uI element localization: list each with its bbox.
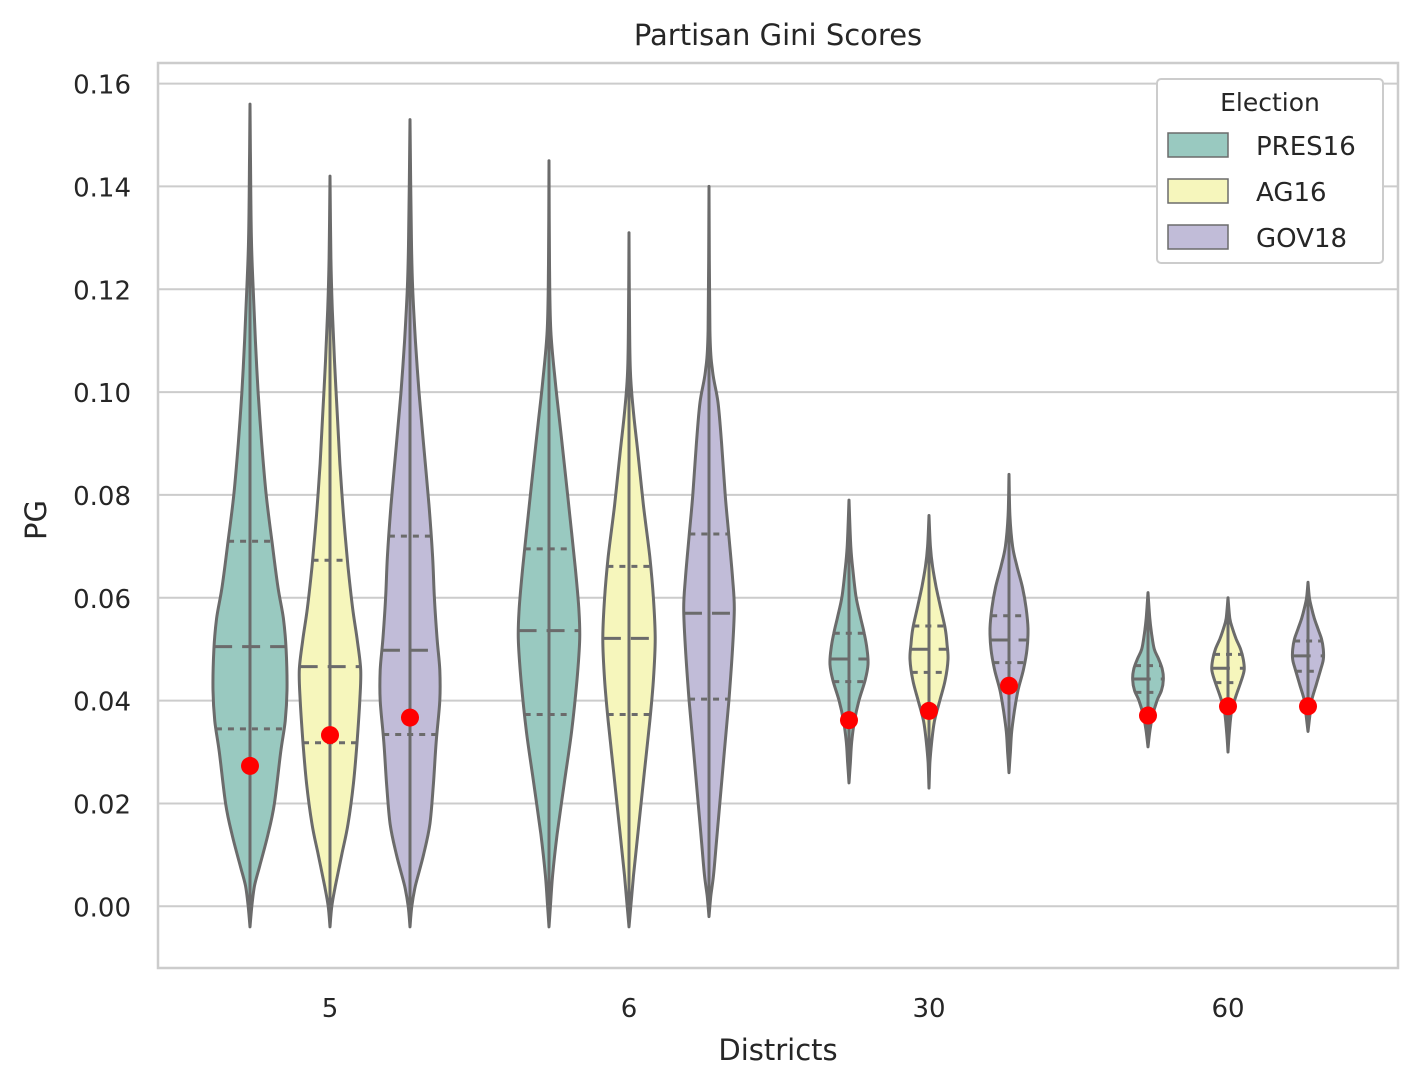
legend-label-ag16: AG16: [1256, 178, 1327, 208]
legend-label-gov18: GOV18: [1256, 224, 1347, 254]
y-tick-label: 0.06: [73, 585, 131, 615]
actual-point: [1000, 676, 1018, 695]
x-tick-label: 60: [1211, 994, 1244, 1024]
legend-title: Election: [1220, 88, 1320, 117]
actual-point: [241, 756, 259, 775]
x-tick-label: 6: [621, 994, 638, 1024]
x-tick-label: 5: [322, 994, 339, 1024]
actual-point: [321, 726, 339, 745]
y-tick-label: 0.14: [73, 173, 131, 203]
chart-title: Partisan Gini Scores: [634, 18, 922, 52]
y-tick-label: 0.02: [73, 790, 131, 820]
actual-point: [1139, 706, 1157, 725]
y-tick-label: 0.00: [73, 893, 131, 923]
legend-swatch-pres16: [1167, 132, 1229, 158]
legend: Election PRES16 AG16 GOV18: [1156, 78, 1384, 264]
grid-lines: [158, 82, 1398, 908]
x-axis-label: Districts: [718, 1033, 837, 1067]
actual-point: [1299, 697, 1317, 716]
violins: [211, 102, 1326, 929]
y-tick-label: 0.10: [73, 379, 131, 409]
legend-label-pres16: PRES16: [1256, 132, 1356, 162]
y-tick-label: 0.04: [73, 688, 131, 718]
plot-frame: [156, 61, 1400, 970]
x-tick-labels: 5 6 30 60: [322, 994, 1245, 1024]
actual-point: [401, 708, 419, 727]
legend-swatch-ag16: [1167, 178, 1229, 204]
y-tick-label: 0.08: [73, 482, 131, 512]
legend-frame: [1156, 78, 1384, 264]
y-axis-label: PG: [19, 500, 53, 540]
y-tick-labels: 0.00 0.02 0.04 0.06 0.08 0.10 0.12 0.14 0.16: [73, 71, 131, 924]
actual-points: [241, 676, 1317, 775]
y-tick-label: 0.12: [73, 276, 131, 306]
actual-point: [1219, 697, 1237, 716]
x-tick-label: 30: [912, 994, 945, 1024]
y-tick-label: 0.16: [73, 71, 131, 101]
legend-swatch-gov18: [1167, 224, 1229, 250]
actual-point: [920, 701, 938, 720]
actual-point: [840, 711, 858, 730]
